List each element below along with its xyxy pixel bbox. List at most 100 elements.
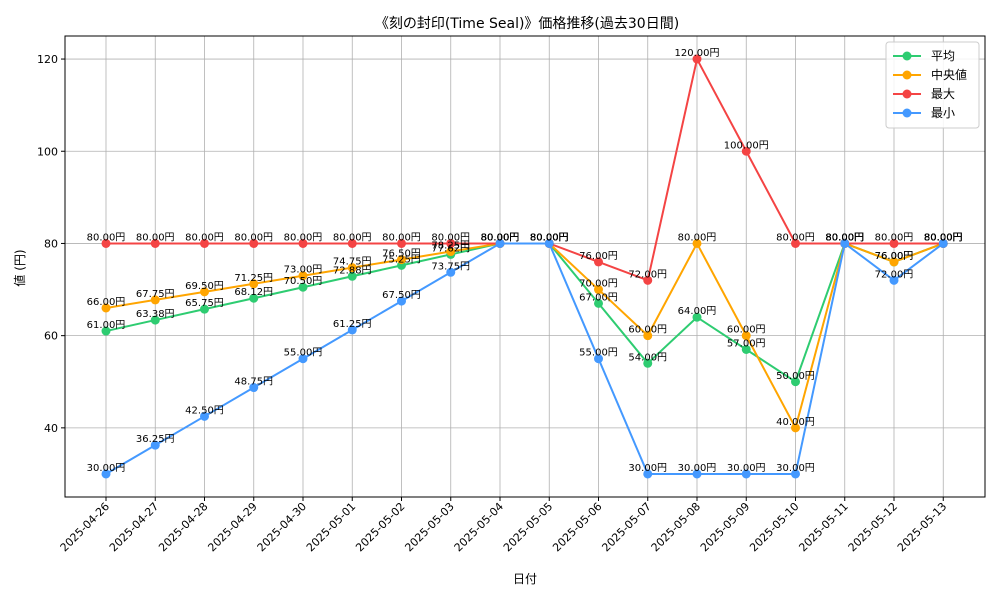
x-axis-label: 日付 (513, 572, 537, 586)
y-tick-label: 60 (44, 330, 58, 343)
x-tick-label: 2025-05-09 (698, 500, 752, 554)
data-label: 64.00円 (678, 306, 717, 317)
x-tick-label: 2025-05-05 (501, 500, 555, 554)
data-label: 80.00円 (530, 232, 569, 243)
data-label: 120.00円 (675, 48, 720, 59)
data-point (298, 271, 308, 281)
x-tick-label: 2025-05-02 (353, 500, 407, 554)
data-point (643, 331, 653, 341)
data-point (741, 469, 751, 479)
data-label: 48.75円 (234, 377, 273, 388)
x-tick-label: 2025-04-27 (107, 500, 161, 554)
data-point (692, 312, 702, 322)
y-tick-label: 40 (44, 422, 58, 435)
data-label: 80.00円 (825, 232, 864, 243)
data-point (200, 287, 209, 297)
data-label: 80.00円 (481, 232, 520, 243)
legend-label: 最小 (931, 106, 955, 120)
data-label: 80.00円 (333, 232, 372, 243)
data-label: 60.00円 (628, 325, 667, 336)
data-label: 30.00円 (87, 463, 126, 474)
data-point (692, 469, 702, 479)
data-label: 80.00円 (825, 232, 864, 243)
data-point (298, 354, 308, 364)
data-label: 73.00円 (284, 265, 323, 276)
series-layer (101, 54, 948, 479)
data-point (594, 354, 603, 364)
data-label: 30.00円 (776, 463, 815, 474)
data-point (101, 469, 111, 479)
data-label: 80.00円 (924, 232, 963, 243)
data-label: 80.00円 (481, 232, 520, 243)
data-point (594, 285, 603, 295)
data-point (446, 238, 456, 248)
data-point (643, 275, 653, 285)
x-tick-label: 2025-05-04 (452, 500, 506, 554)
data-point (200, 411, 209, 421)
y-axis: 40 60 80 100 120 (37, 53, 65, 435)
data-label: 80.00円 (234, 232, 273, 243)
x-tick-label: 2025-05-12 (846, 500, 900, 554)
data-label: 55.00円 (579, 348, 618, 359)
data-point (397, 296, 406, 306)
data-label: 80.00円 (136, 232, 175, 243)
data-label: 66.00円 (87, 297, 126, 308)
data-point (643, 358, 653, 368)
data-point (446, 247, 456, 257)
data-point (249, 383, 259, 393)
x-tick-label: 2025-05-01 (304, 500, 358, 554)
data-label: 80.00円 (530, 232, 569, 243)
data-label: 100.00円 (724, 140, 769, 151)
series-2 (101, 54, 948, 285)
data-label: 80.00円 (530, 232, 569, 243)
data-label: 30.00円 (727, 463, 766, 474)
data-point (298, 282, 308, 292)
x-tick-label: 2025-04-26 (58, 500, 112, 554)
data-label: 50.00円 (776, 371, 815, 382)
legend-label: 最大 (931, 87, 955, 101)
series-line (105, 242, 944, 384)
data-label: 67.50円 (382, 290, 421, 301)
data-label: 70.50円 (284, 276, 323, 287)
data-point (692, 54, 702, 64)
x-tick-label: 2025-05-10 (747, 500, 801, 554)
data-label: 76.00円 (579, 251, 618, 262)
data-label: 67.75円 (136, 289, 175, 300)
data-label: 57.00円 (727, 338, 766, 349)
data-point (741, 331, 751, 341)
data-label: 30.00円 (628, 463, 667, 474)
data-point (791, 423, 800, 433)
y-tick-label: 80 (44, 237, 58, 250)
x-tick-label: 2025-05-07 (599, 500, 653, 554)
data-label: 80.00円 (924, 232, 963, 243)
series-line (106, 56, 944, 282)
data-point (347, 325, 357, 335)
data-label: 80.00円 (776, 232, 815, 243)
data-point (791, 377, 800, 387)
y-tick-label: 120 (37, 53, 58, 66)
legend-label: 平均 (931, 49, 955, 63)
data-point (446, 267, 456, 277)
data-label: 75.25円 (382, 254, 421, 265)
x-tick-label: 2025-04-29 (205, 500, 259, 554)
data-point (544, 238, 554, 248)
legend-swatch-marker (902, 108, 912, 118)
data-point (791, 238, 800, 248)
data-label: 55.00円 (284, 348, 323, 359)
data-label: 61.25円 (333, 319, 372, 330)
legend-frame (885, 41, 980, 129)
data-point (150, 238, 160, 248)
data-point (741, 146, 751, 156)
data-point (150, 295, 160, 305)
data-label: 80.00円 (924, 232, 963, 243)
data-label: 80.00円 (924, 232, 963, 243)
data-label: 74.75円 (333, 257, 372, 268)
data-point (249, 293, 259, 303)
data-label: 78.25円 (431, 241, 470, 252)
data-point (889, 275, 899, 285)
x-tick-label: 2025-04-30 (255, 500, 309, 554)
data-label: 36.25円 (136, 434, 175, 445)
grid-layer (65, 36, 985, 497)
data-point (200, 304, 209, 314)
